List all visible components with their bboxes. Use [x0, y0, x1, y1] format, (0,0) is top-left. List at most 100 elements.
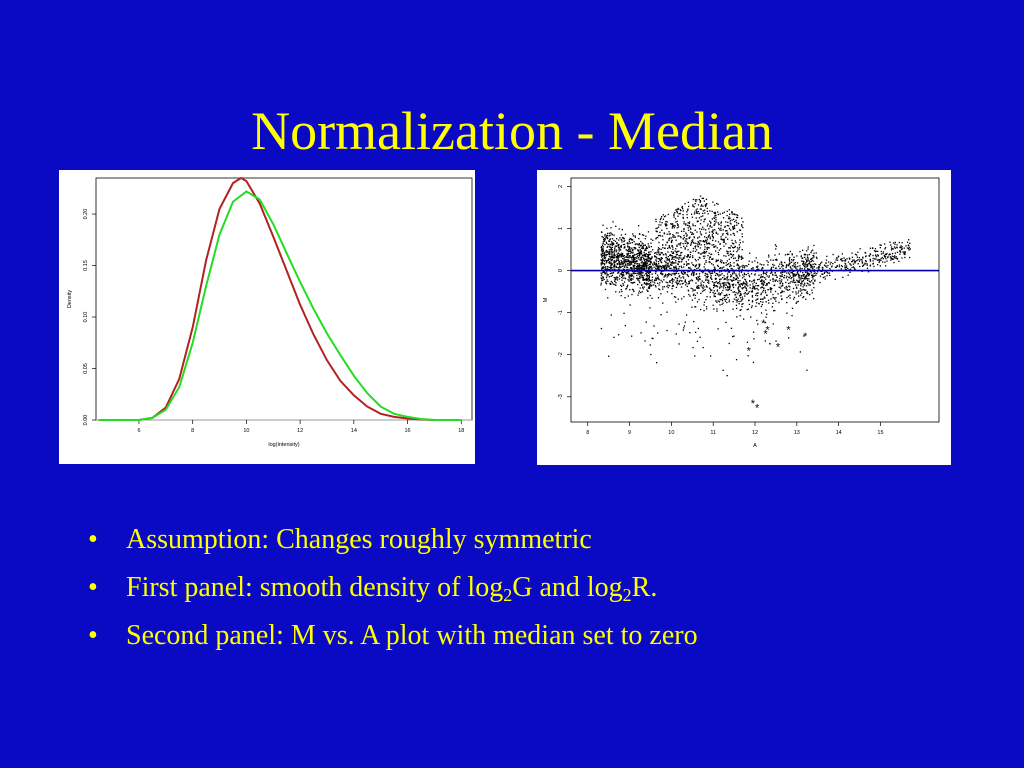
scatter-point [673, 256, 675, 258]
scatter-point [661, 252, 663, 254]
scatter-point [602, 279, 604, 282]
scatter-point [727, 238, 729, 240]
scatter-point [845, 266, 848, 269]
scatter-point [602, 236, 604, 239]
scatter-point [755, 285, 757, 287]
scatter-point [616, 238, 618, 240]
scatter-point [736, 231, 738, 233]
scatter-point [781, 266, 783, 268]
scatter-point [752, 267, 754, 269]
scatter-point [798, 281, 800, 283]
scatter-point [736, 316, 738, 318]
scatter-point [765, 273, 768, 275]
scatter-point [782, 268, 784, 270]
scatter-point [622, 257, 624, 260]
scatter-point [618, 243, 620, 246]
scatter-point [781, 271, 783, 274]
scatter-point [698, 252, 700, 254]
scatter-point [751, 305, 753, 307]
scatter-point [757, 292, 759, 294]
scatter-point [643, 253, 645, 255]
scatter-point [718, 282, 720, 284]
scatter-point [665, 220, 667, 223]
scatter-point [693, 206, 695, 208]
scatter-point [675, 255, 677, 258]
scatter-point [731, 268, 733, 270]
scatter-point [781, 291, 783, 294]
scatter-point [805, 289, 807, 291]
scatter-point [906, 241, 909, 243]
scatter-point [893, 246, 896, 248]
scatter-point [666, 276, 668, 278]
scatter-point [732, 283, 735, 285]
scatter-point [638, 263, 640, 265]
scatter-point [696, 220, 699, 222]
scatter-point [721, 299, 724, 302]
scatter-point [761, 268, 763, 270]
scatter-point [705, 286, 708, 288]
scatter-point [731, 211, 733, 213]
scatter-point [908, 249, 910, 251]
scatter-point [840, 264, 843, 267]
scatter-point [733, 234, 736, 236]
scatter-point [699, 240, 701, 242]
scatter-point [785, 285, 787, 288]
scatter-point [778, 265, 780, 267]
scatter-point [665, 264, 667, 266]
scatter-point [695, 306, 697, 308]
scatter-point [692, 290, 694, 292]
scatter-point [753, 285, 755, 288]
scatter-point [694, 247, 696, 249]
scatter-point [828, 261, 830, 263]
scatter-point [804, 275, 806, 277]
scatter-point [627, 279, 629, 281]
scatter-point [824, 278, 826, 280]
scatter-point [877, 254, 879, 256]
scatter-point [701, 204, 703, 206]
scatter-point [756, 302, 758, 304]
scatter-point [688, 237, 690, 239]
scatter-point [650, 262, 652, 264]
scatter-point [610, 251, 613, 253]
scatter-point [797, 274, 800, 276]
scatter-point [732, 257, 735, 260]
scatter-point [755, 293, 757, 295]
scatter-point [601, 279, 603, 282]
scatter-point [682, 273, 684, 275]
scatter-point [901, 242, 903, 244]
scatter-point [880, 244, 882, 246]
scatter-point [644, 258, 646, 261]
scatter-point [646, 271, 649, 273]
scatter-point [645, 265, 647, 267]
scatter-point [713, 290, 715, 292]
y-tick-label: -2 [558, 352, 564, 357]
scatter-point [677, 208, 680, 210]
scatter-point [622, 262, 624, 265]
scatter-point [655, 227, 657, 230]
scatter-point [806, 278, 808, 280]
scatter-point [729, 264, 732, 266]
scatter-point [739, 275, 741, 277]
scatter-point [647, 259, 649, 261]
scatter-point [623, 261, 625, 263]
scatter-point [648, 286, 650, 288]
scatter-point [704, 268, 706, 270]
scatter-point [711, 218, 713, 220]
scatter-point [740, 255, 743, 257]
scatter-point [799, 267, 801, 269]
scatter-point [752, 285, 754, 287]
scatter-point [856, 256, 858, 258]
scatter-point [834, 261, 836, 263]
scatter-point [628, 257, 630, 259]
scatter-point [729, 262, 731, 264]
scatter-point [651, 268, 653, 270]
scatter-point [644, 262, 646, 264]
scatter-point [733, 272, 735, 274]
scatter-point [739, 229, 741, 231]
scatter-point [624, 246, 626, 249]
scatter-point [656, 227, 658, 229]
scatter-point [735, 219, 737, 222]
scatter-point [630, 263, 632, 265]
scatter-point [797, 284, 799, 286]
scatter-point [631, 275, 633, 277]
